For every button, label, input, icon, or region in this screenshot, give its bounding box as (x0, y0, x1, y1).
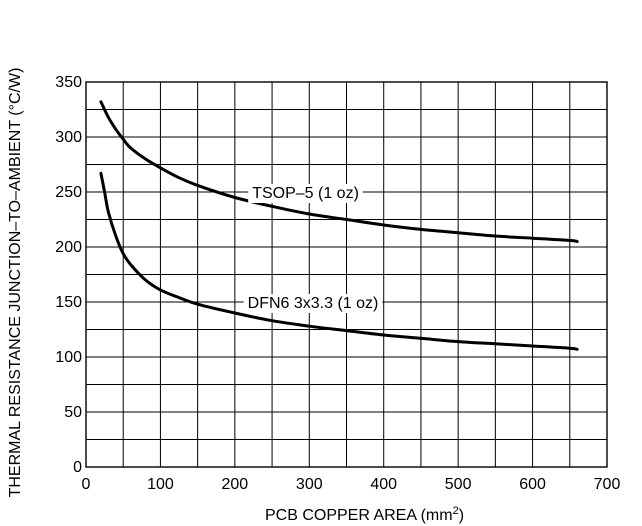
x-axis-title-superscript: 2 (453, 505, 459, 517)
grid-lines (86, 82, 607, 467)
series-label-tsop5: TSOP–5 (1 oz) (252, 185, 359, 202)
series-label-dfn6: DFN6 3x3.3 (1 oz) (248, 295, 379, 312)
x-tick-label: 500 (445, 476, 472, 493)
x-tick-label: 400 (370, 476, 397, 493)
series-label-background (243, 294, 383, 313)
y-tick-label: 200 (55, 239, 82, 256)
series-curve-dfn6 (99, 171, 579, 351)
y-tick-label: 50 (64, 404, 82, 421)
y-tick-label: 350 (55, 74, 82, 91)
y-tick-label: 150 (55, 294, 82, 311)
y-tick-label: 300 (55, 129, 82, 146)
series-labels: TSOP–5 (1 oz) DFN6 3x3.3 (1 oz) (238, 184, 399, 313)
plot-frame (85, 81, 608, 468)
x-tick-label: 700 (594, 476, 621, 493)
x-tick-label: 0 (82, 476, 91, 493)
x-tick-label: 300 (296, 476, 323, 493)
y-tick-label: 0 (73, 459, 82, 476)
x-axis-title-main: PCB COPPER AREA (mm (265, 507, 453, 524)
x-axis-title: PCB COPPER AREA (mm2) (265, 505, 464, 524)
x-tick-label: 100 (147, 476, 174, 493)
x-axis-title-end: ) (459, 507, 464, 524)
x-tick-label: 200 (222, 476, 249, 493)
y-tick-label: 100 (55, 349, 82, 366)
y-axis-title: THERMAL RESISTANCE JUNCTION–TO–AMBIENT (… (7, 68, 24, 498)
x-tick-label: 600 (519, 476, 546, 493)
series-curve-tsop5 (99, 100, 579, 243)
tick-labels: 0 100 200 300 400 500 600 700 0 50 100 150 200 250 300… (55, 74, 620, 493)
series-label-background (248, 184, 363, 203)
y-tick-label: 250 (55, 184, 82, 201)
